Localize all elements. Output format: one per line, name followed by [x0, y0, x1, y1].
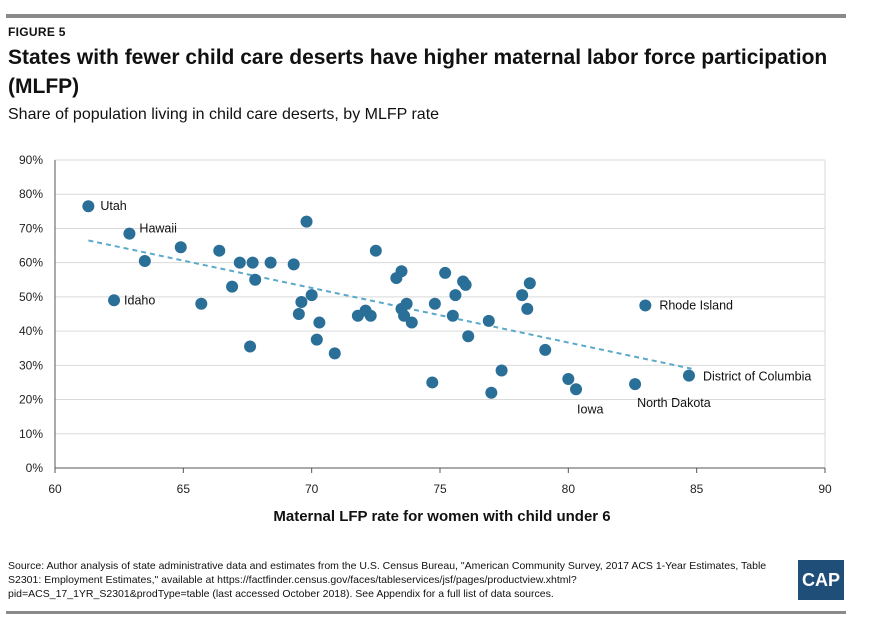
data-point [244, 340, 257, 353]
y-tick-label: 90% [19, 153, 43, 167]
label-north-dakota: North Dakota [637, 396, 711, 410]
label-rhode-island: Rhode Island [659, 298, 733, 312]
data-point [292, 308, 305, 320]
point-idaho [108, 294, 121, 307]
label-idaho: Idaho [124, 293, 155, 307]
point-hawaii [123, 227, 136, 240]
x-tick-label: 85 [690, 482, 704, 496]
data-point [398, 309, 411, 322]
label-utah: Utah [100, 199, 126, 213]
data-point [138, 254, 151, 267]
data-point [449, 289, 462, 302]
data-point [249, 273, 262, 286]
data-point [459, 278, 472, 291]
data-point [446, 309, 459, 322]
data-point [213, 244, 226, 257]
label-district-of-columbia: District of Columbia [703, 370, 811, 384]
point-utah [82, 200, 95, 213]
chart-title: States with fewer child care deserts hav… [8, 46, 828, 98]
data-point [287, 258, 300, 271]
data-point [426, 376, 439, 389]
label-hawaii: Hawaii [139, 222, 177, 236]
data-point [395, 265, 408, 278]
x-tick-label: 60 [48, 482, 62, 496]
data-point [562, 373, 575, 386]
data-point [405, 316, 418, 329]
grid-lines [55, 159, 826, 468]
point-rhode-island [639, 299, 652, 312]
point-district-of-columbia [682, 369, 695, 382]
data-point [328, 347, 341, 360]
data-point [462, 330, 475, 343]
data-point [369, 244, 382, 257]
y-tick-label: 0% [26, 461, 44, 475]
data-point [485, 386, 498, 399]
data-point [523, 277, 536, 290]
point-north-dakota [629, 378, 642, 391]
data-point [195, 297, 208, 310]
scatter-chart: 0% 10% 20% 30% 40% 50% 60% 70% 80% 90% 60 65 70 75 80 8… [19, 153, 832, 525]
x-tick-label: 65 [177, 482, 191, 496]
data-point [439, 266, 452, 279]
y-tick-label: 30% [19, 358, 43, 372]
y-tick-label: 10% [19, 427, 43, 441]
data-point [364, 309, 377, 322]
x-tick-label: 70 [305, 482, 319, 496]
source-note: Source: Author analysis of state adminis… [8, 560, 767, 600]
point-labels: Utah Hawaii Idaho Rhode Island District of C… [100, 199, 811, 416]
x-tick-label: 90 [818, 482, 832, 496]
data-point [226, 280, 239, 293]
figure-label: FIGURE 5 [8, 25, 66, 39]
data-point [400, 297, 413, 310]
data-point [300, 215, 313, 228]
point-iowa [570, 383, 583, 396]
data-point [305, 289, 318, 302]
bottom-rule [6, 611, 846, 614]
data-point [264, 256, 277, 269]
y-tick-label: 60% [19, 256, 43, 270]
data-point [174, 241, 187, 254]
data-point [495, 364, 508, 377]
data-point [313, 316, 326, 329]
data-points [82, 200, 695, 399]
data-point [310, 333, 323, 346]
data-point [295, 296, 308, 309]
data-point [516, 289, 529, 302]
data-point [246, 256, 259, 269]
chart-subtitle: Share of population living in child care… [8, 106, 440, 123]
label-iowa: Iowa [577, 402, 603, 416]
y-tick-label: 40% [19, 324, 43, 338]
y-tick-label: 50% [19, 290, 43, 304]
data-point [233, 256, 246, 269]
trendline [88, 239, 692, 370]
cap-logo: CAP [798, 560, 844, 600]
top-rule [6, 14, 846, 18]
data-point [539, 343, 552, 356]
y-tick-label: 80% [19, 187, 43, 201]
trendline-group [88, 239, 692, 370]
x-axis-title: Maternal LFP rate for women with child u… [273, 508, 610, 525]
y-tick-label: 20% [19, 393, 43, 407]
axes: 0% 10% 20% 30% 40% 50% 60% 70% 80% 90% 60 65 70 75 80 8… [19, 153, 832, 496]
y-tick-label: 70% [19, 221, 43, 235]
x-tick-label: 75 [433, 482, 447, 496]
x-tick-label: 80 [562, 482, 576, 496]
data-point [428, 297, 441, 310]
data-point [521, 302, 534, 315]
data-point [482, 314, 495, 327]
